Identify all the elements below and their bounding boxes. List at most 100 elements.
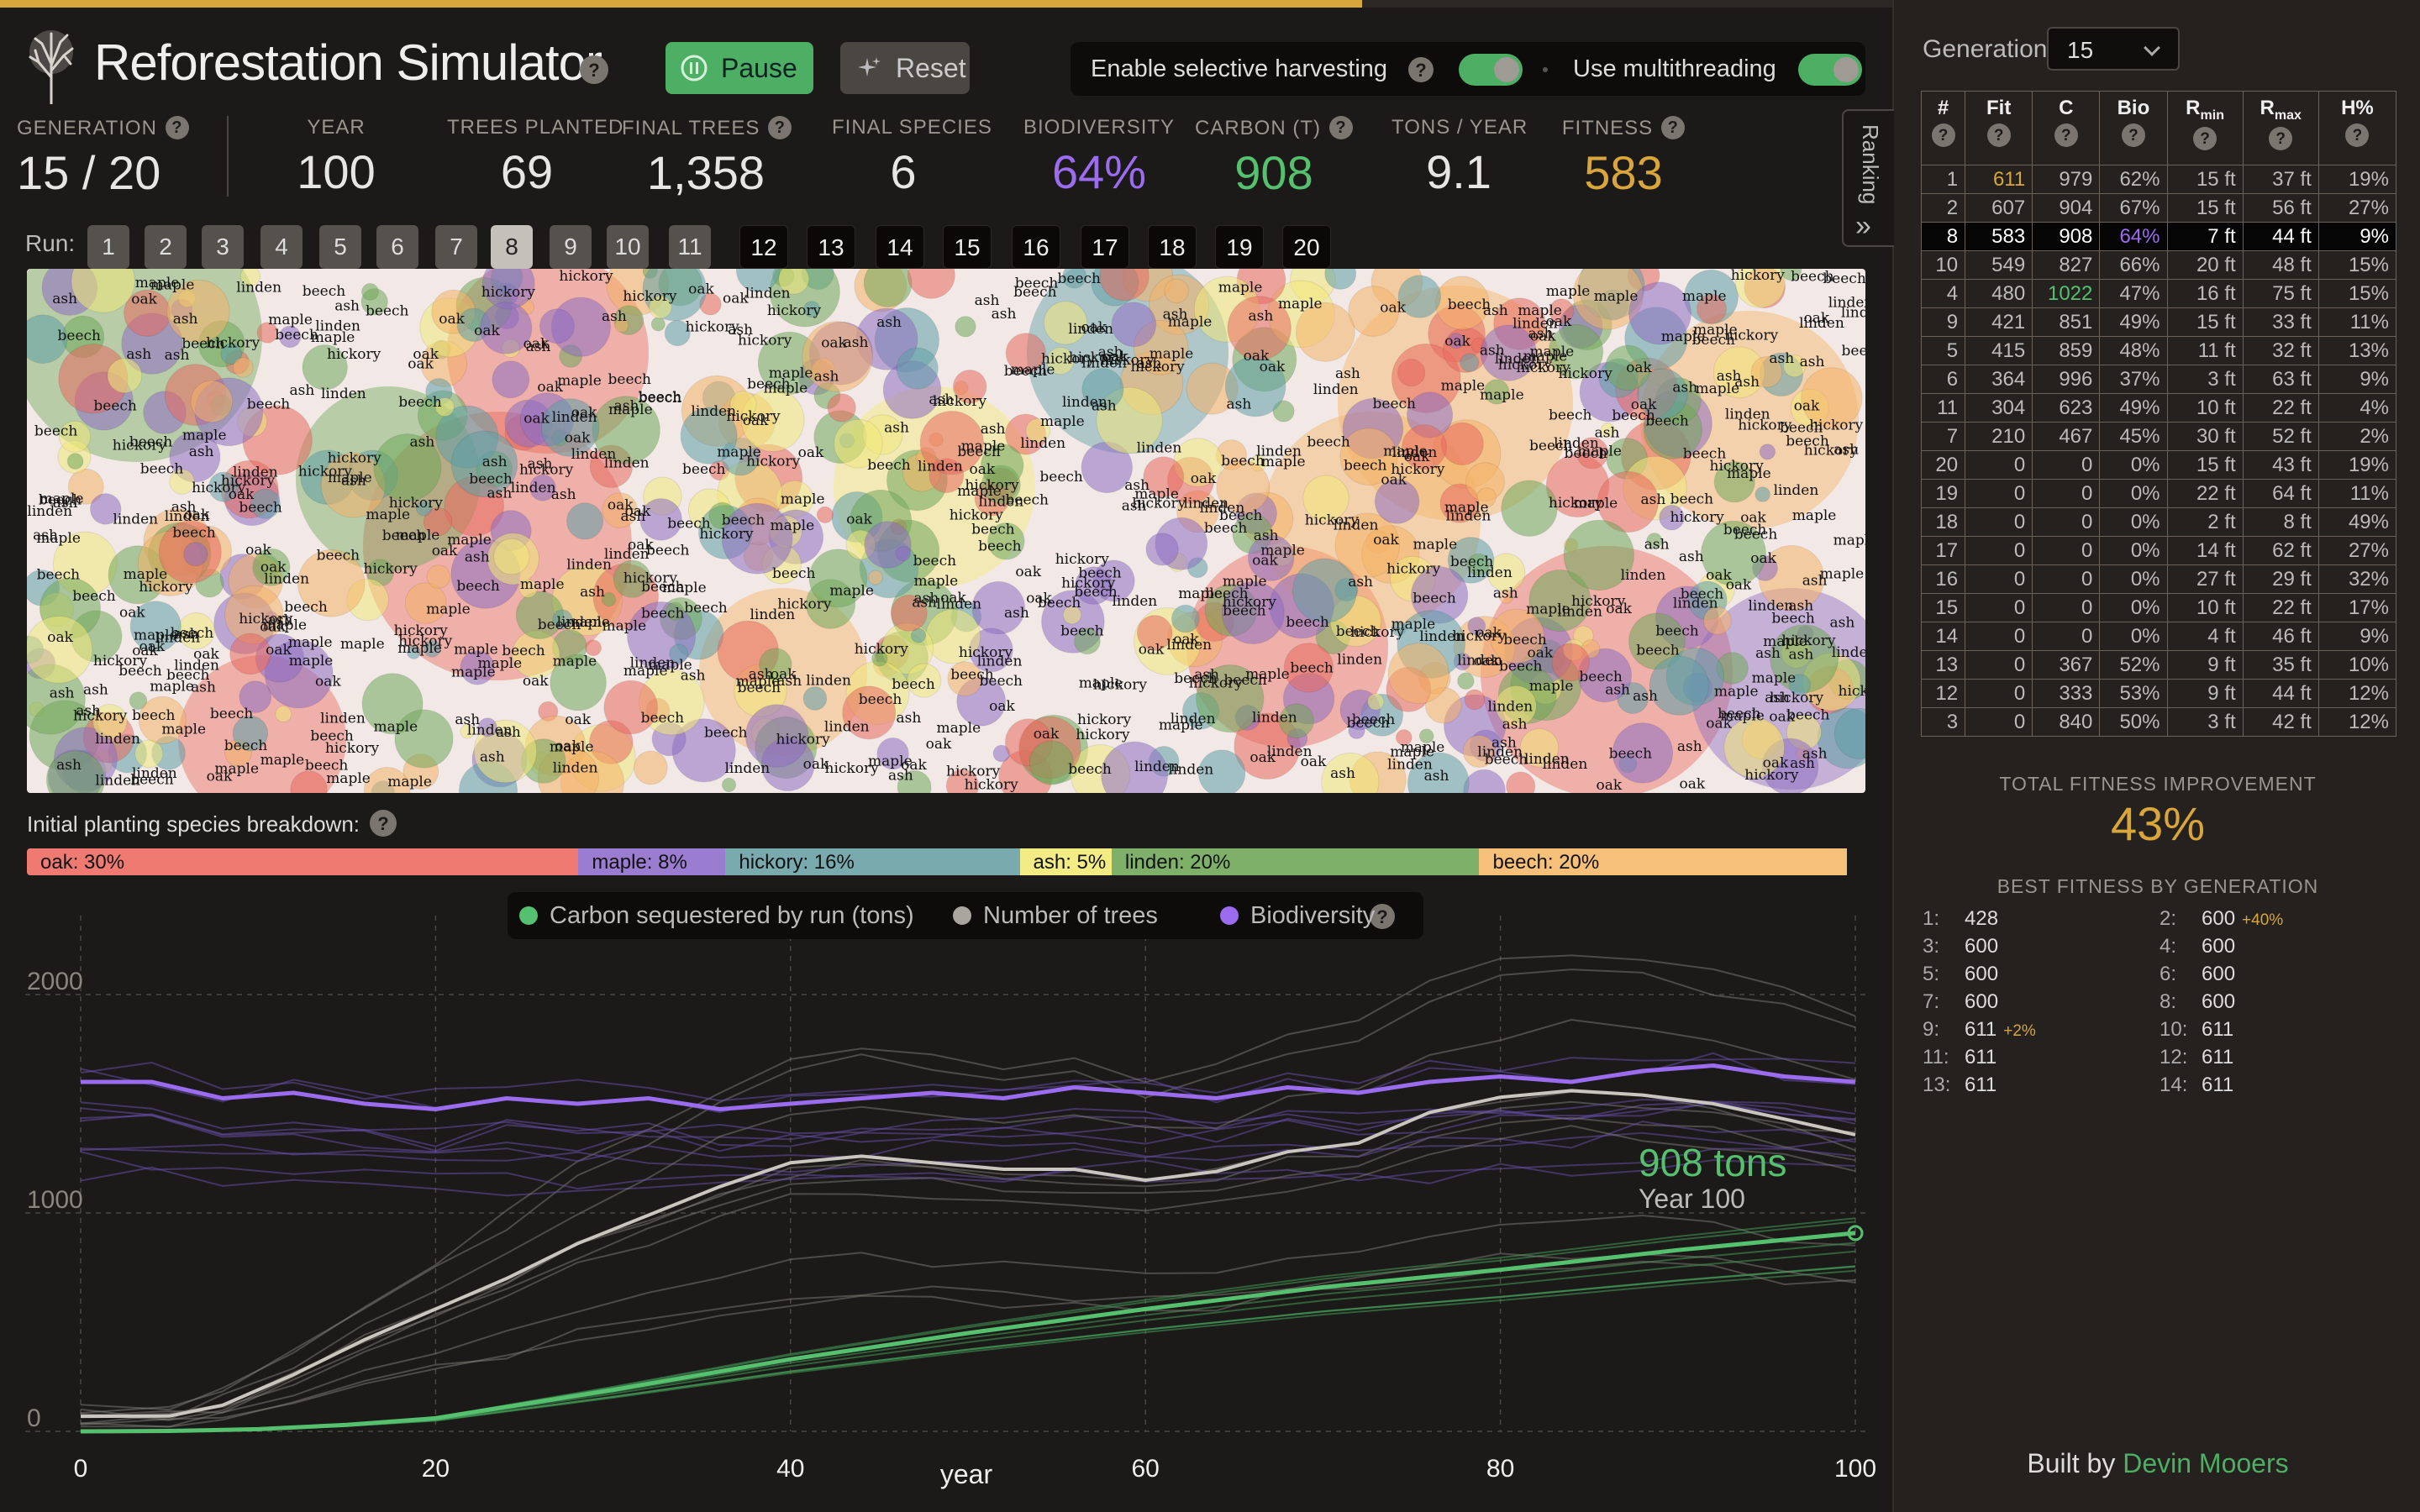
tree-label: linden <box>320 711 366 727</box>
run-button-7[interactable]: 7 <box>435 225 477 269</box>
tree-label: linden <box>155 630 201 647</box>
ranking-row[interactable]: 19 0 0 0% 22 ft 64 ft 11% <box>1920 479 2397 508</box>
tree-label: hickory <box>394 622 449 639</box>
tree-label: linden <box>566 557 612 574</box>
tree-label: beech <box>538 617 581 633</box>
column-help-icon[interactable]: ? <box>2269 126 2293 150</box>
ranking-cell: 9 <box>1920 307 1966 337</box>
tree-canopy <box>1302 475 1349 522</box>
ranking-cell: 210 <box>1965 422 2033 451</box>
fitness-value: 611 <box>2202 1018 2234 1041</box>
run-button-9[interactable]: 9 <box>550 225 592 269</box>
ranking-row[interactable]: 5 415 859 48% 11 ft 32 ft 13% <box>1920 336 2397 365</box>
tree-label: maple <box>1159 717 1203 733</box>
stat-help-icon[interactable]: ? <box>165 116 189 139</box>
best-fitness-item: 5: 600 <box>1923 963 1998 986</box>
column-help-icon[interactable]: ? <box>1986 123 2011 147</box>
ranking-row[interactable]: 20 0 0 0% 15 ft 43 ft 19% <box>1920 450 2397 480</box>
stats-divider <box>227 116 229 197</box>
tree-label: hickory <box>239 611 293 627</box>
ranking-row[interactable]: 17 0 0 0% 14 ft 62 ft 27% <box>1920 536 2397 565</box>
column-help-icon[interactable]: ? <box>2054 123 2078 147</box>
ranking-row[interactable]: 9 421 851 49% 15 ft 33 ft 11% <box>1920 307 2397 337</box>
pause-button[interactable]: Pause <box>666 42 813 94</box>
tree-label: oak <box>132 643 158 659</box>
ranking-row[interactable]: 3 0 840 50% 3 ft 42 ft 12% <box>1920 707 2397 737</box>
tree-label: beech <box>978 538 1022 554</box>
multithread-toggle[interactable] <box>1798 54 1862 86</box>
ranking-cell: 11 <box>1920 393 1966 423</box>
run-button-12[interactable]: 12 <box>739 225 788 269</box>
x-axis-label: year <box>940 1459 993 1489</box>
tree-label: beech <box>1529 438 1573 454</box>
ranking-tab[interactable]: Ranking » <box>1842 109 1894 247</box>
title-help-icon[interactable]: ? <box>580 55 608 84</box>
reset-button[interactable]: Reset <box>840 42 970 94</box>
run-button-10[interactable]: 10 <box>607 225 649 269</box>
ranking-row[interactable]: 2 607 904 67% 15 ft 56 ft 27% <box>1920 193 2397 223</box>
harvest-help-icon[interactable]: ? <box>1408 57 1434 82</box>
column-help-icon[interactable]: ? <box>2193 126 2217 150</box>
ranking-row[interactable]: 18 0 0 0% 2 ft 8 ft 49% <box>1920 507 2397 537</box>
tree-label: hickory <box>1809 417 1864 434</box>
tree-canopy <box>981 444 1024 487</box>
run-button-14[interactable]: 14 <box>876 225 924 269</box>
legend-dot-icon <box>519 906 538 925</box>
stat-help-icon[interactable]: ? <box>768 116 792 139</box>
run-button-13[interactable]: 13 <box>807 225 855 269</box>
x-tick-label: 60 <box>1132 1455 1160 1483</box>
ranking-row[interactable]: 12 0 333 53% 9 ft 44 ft 12% <box>1920 679 2397 708</box>
run-button-20[interactable]: 20 <box>1282 225 1331 269</box>
run-button-1[interactable]: 1 <box>87 225 129 269</box>
author-link[interactable]: Devin Mooers <box>2123 1448 2289 1478</box>
tree-label: maple <box>1218 280 1263 297</box>
column-help-icon[interactable]: ? <box>2345 123 2370 147</box>
stat-help-icon[interactable]: ? <box>1329 116 1353 139</box>
ranking-row[interactable]: 14 0 0 0% 4 ft 46 ft 9% <box>1920 622 2397 651</box>
column-help-icon[interactable]: ? <box>2121 123 2145 147</box>
run-button-18[interactable]: 18 <box>1148 225 1197 269</box>
run-button-16[interactable]: 16 <box>1012 225 1060 269</box>
tree-label: beech <box>1645 412 1689 429</box>
tree-label: ash <box>621 508 646 525</box>
tree-label: ash <box>1424 768 1449 785</box>
ranking-row[interactable]: 15 0 0 0% 10 ft 22 ft 17% <box>1920 593 2397 622</box>
ranking-row[interactable]: 4 480 1022 47% 16 ft 75 ft 15% <box>1920 279 2397 308</box>
run-button-6[interactable]: 6 <box>376 225 418 269</box>
run-button-5[interactable]: 5 <box>319 225 361 269</box>
harvest-toggle[interactable] <box>1459 54 1523 86</box>
tree-label: ash <box>50 685 75 702</box>
ranking-row[interactable]: 1 611 979 62% 15 ft 37 ft 19% <box>1920 165 2397 194</box>
tree-canopy <box>1701 520 1766 586</box>
run-button-19[interactable]: 19 <box>1215 225 1264 269</box>
run-button-8[interactable]: 8 <box>491 225 533 269</box>
tree-label: ash <box>728 322 753 339</box>
run-button-17[interactable]: 17 <box>1081 225 1129 269</box>
ranking-row[interactable]: 16 0 0 0% 27 ft 29 ft 32% <box>1920 564 2397 594</box>
generation-select[interactable]: 15 <box>2047 27 2180 71</box>
column-help-icon[interactable]: ? <box>1931 123 1955 147</box>
tree-canopy <box>842 685 897 740</box>
breakdown-help-icon[interactable]: ? <box>370 810 397 837</box>
legend-help-icon[interactable]: ? <box>1370 904 1395 929</box>
ranking-row[interactable]: 6 364 996 37% 3 ft 63 ft 9% <box>1920 365 2397 394</box>
ranking-row[interactable]: 11 304 623 49% 10 ft 22 ft 4% <box>1920 393 2397 423</box>
tree-label: beech <box>1683 445 1727 462</box>
ranking-row[interactable]: 10 549 827 66% 20 ft 48 ft 15% <box>1920 250 2397 280</box>
run-button-11[interactable]: 11 <box>669 225 711 269</box>
tree-canopy <box>952 370 987 404</box>
tree-label: maple <box>1693 322 1738 339</box>
run-button-2[interactable]: 2 <box>145 225 187 269</box>
stat-help-icon[interactable]: ? <box>1661 116 1686 139</box>
ranking-cell: 0% <box>2099 536 2168 565</box>
ranking-row[interactable]: 7 210 467 45% 30 ft 52 ft 2% <box>1920 422 2397 451</box>
ranking-row[interactable]: 8 583 908 64% 7 ft 44 ft 9% <box>1920 222 2397 251</box>
tree-label: ash <box>52 291 77 307</box>
run-button-3[interactable]: 3 <box>202 225 244 269</box>
tree-label: ash <box>455 711 480 728</box>
tree-label: beech <box>1718 706 1761 722</box>
ranking-row[interactable]: 13 0 367 52% 9 ft 35 ft 10% <box>1920 650 2397 680</box>
ranking-cell: 1022 <box>2032 279 2101 308</box>
run-button-4[interactable]: 4 <box>260 225 302 269</box>
run-button-15[interactable]: 15 <box>943 225 992 269</box>
